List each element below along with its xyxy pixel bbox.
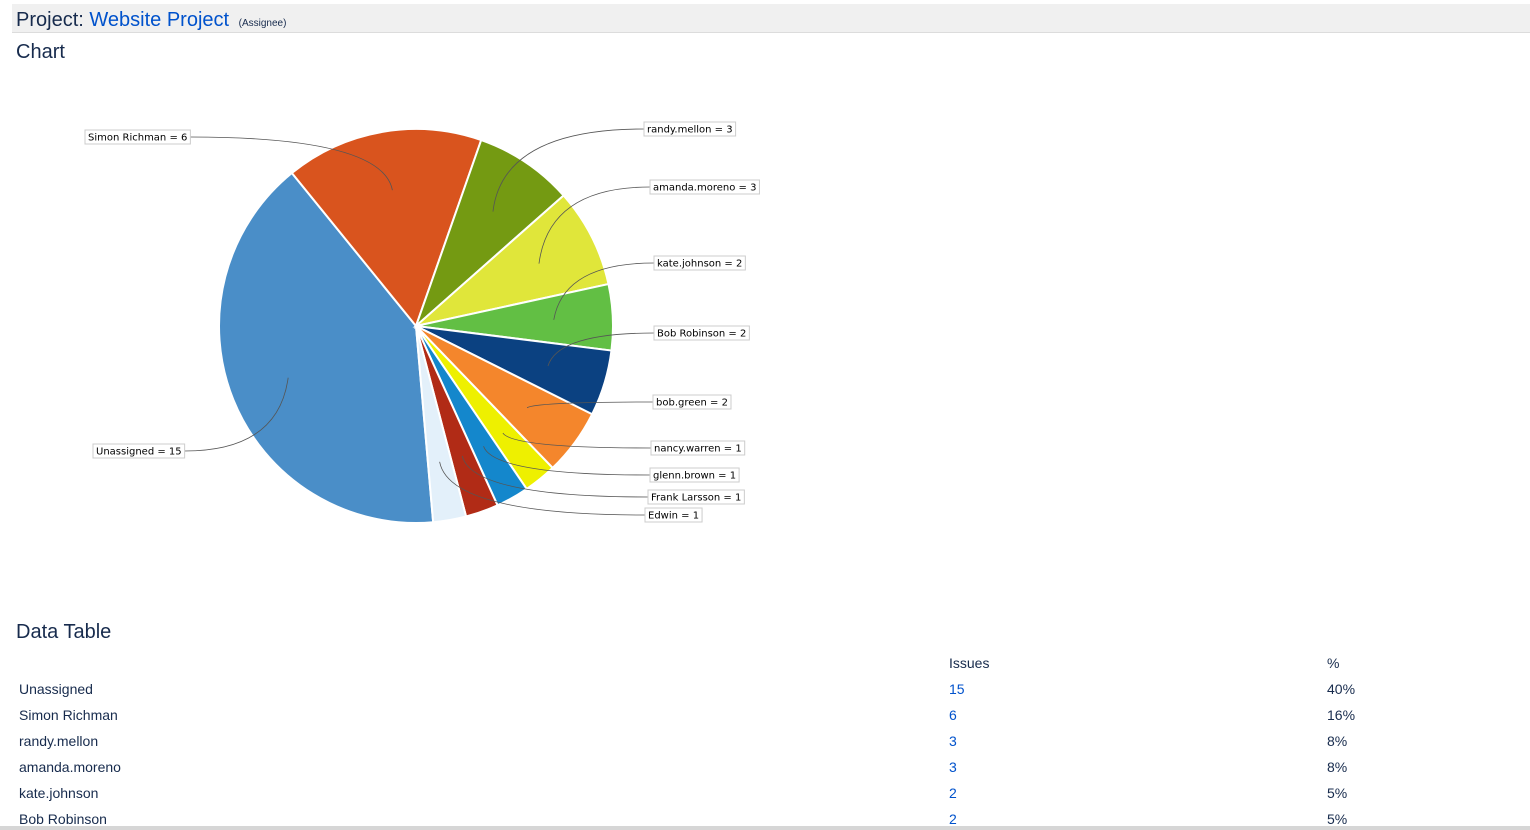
percent-column-header: % xyxy=(1327,655,1340,671)
issues-column-header: Issues xyxy=(949,655,990,671)
pie-callout-box xyxy=(652,394,732,410)
pie-callout: Bob Robinson = 2 xyxy=(547,325,750,367)
row-name: Simon Richman xyxy=(19,707,118,723)
table-row: randy.mellon 3 8% xyxy=(16,728,1530,754)
pie-callout-box xyxy=(647,489,745,505)
pie-callout: amanda.moreno = 3 xyxy=(538,179,760,264)
pie-callout: Edwin = 1 xyxy=(439,461,703,523)
issue-count-link[interactable]: 3 xyxy=(949,759,957,775)
table-row: Bob Robinson 2 5% xyxy=(16,806,1530,830)
pie-callout-line xyxy=(553,262,655,320)
pie-callout-label: amanda.moreno = 3 xyxy=(653,183,756,194)
pie-callout-label: Edwin = 1 xyxy=(648,511,699,522)
pie-callout-label: Bob Robinson = 2 xyxy=(657,329,746,340)
pie-callout-line xyxy=(526,401,654,409)
data-table-heading: Data Table xyxy=(16,621,112,643)
row-name: Bob Robinson xyxy=(19,811,107,827)
pie-callout-box xyxy=(649,179,760,195)
pie-callout-line xyxy=(492,128,645,212)
pie-callout-line xyxy=(190,136,393,191)
name-column-header xyxy=(16,650,946,676)
pie-chart: Unassigned = 15 Simon Richman = 6 randy.me… xyxy=(84,121,760,524)
pie-callout-box xyxy=(92,443,186,459)
pie-callout-label: Unassigned = 15 xyxy=(96,447,182,458)
pie-callout: Simon Richman = 6 xyxy=(84,129,393,191)
page-title: Project: Website Project (Assignee) xyxy=(16,8,286,36)
pie-callout-label: bob.green = 2 xyxy=(656,398,728,409)
pie-slice-simon-richman[interactable] xyxy=(290,128,483,329)
pie-callout: bob.green = 2 xyxy=(526,394,732,410)
issue-count-link[interactable]: 2 xyxy=(949,811,957,827)
issue-count-link[interactable]: 2 xyxy=(949,785,957,801)
pie-callout-label: kate.johnson = 2 xyxy=(657,259,742,270)
row-name: amanda.moreno xyxy=(19,759,121,775)
pie-callout: Unassigned = 15 xyxy=(92,377,289,459)
pie-callout-line xyxy=(483,446,651,476)
issue-count-link[interactable]: 3 xyxy=(949,733,957,749)
pie-slice-unassigned[interactable] xyxy=(218,171,435,524)
pie-callout-box xyxy=(650,440,746,456)
table-header-row: Issues % xyxy=(16,650,1530,676)
row-name: randy.mellon xyxy=(19,733,99,749)
chart-heading: Chart xyxy=(16,41,65,63)
pie-callout-box xyxy=(653,255,746,271)
table-row: amanda.moreno 3 8% xyxy=(16,754,1530,780)
pie-slice-edwin[interactable] xyxy=(415,325,468,524)
pie-callout-line xyxy=(461,455,649,498)
table-row: Unassigned 15 40% xyxy=(16,676,1530,702)
pie-callout-box xyxy=(643,121,737,137)
project-link[interactable]: Website Project xyxy=(89,9,230,31)
pie-callout-line xyxy=(184,377,289,452)
pie-callout-label: glenn.brown = 1 xyxy=(653,471,736,482)
pie-callout-label: randy.mellon = 3 xyxy=(647,125,733,136)
project-prefix-label: Project: xyxy=(16,9,84,31)
row-percent: 8% xyxy=(1327,733,1348,749)
pie-callout: randy.mellon = 3 xyxy=(492,121,737,212)
pie-callout-box xyxy=(84,129,191,145)
pie-callout-line xyxy=(547,332,655,367)
row-percent: 5% xyxy=(1327,785,1348,801)
pie-callout-label: nancy.warren = 1 xyxy=(654,444,742,455)
pie-callout-box xyxy=(649,467,740,483)
pie-callout-box xyxy=(644,507,703,523)
statistic-type-label: (Assignee) xyxy=(238,18,287,29)
issue-count-link[interactable]: 6 xyxy=(949,707,957,723)
pie-callout: glenn.brown = 1 xyxy=(483,446,740,483)
pie-callout-label: Simon Richman = 6 xyxy=(88,133,187,144)
row-percent: 40% xyxy=(1327,681,1356,697)
pie-callout: kate.johnson = 2 xyxy=(553,255,746,320)
table-row: kate.johnson 2 5% xyxy=(16,780,1530,806)
row-percent: 8% xyxy=(1327,759,1348,775)
project-header: Project: Website Project (Assignee) xyxy=(12,4,1530,33)
row-percent: 16% xyxy=(1327,707,1356,723)
pie-slice-amanda-moreno[interactable] xyxy=(412,194,610,328)
pie-slice-randy-mellon[interactable] xyxy=(413,138,565,330)
pie-callout-box xyxy=(653,325,750,341)
pie-callout: Frank Larsson = 1 xyxy=(461,455,745,505)
table-row: Simon Richman 6 16% xyxy=(16,702,1530,728)
row-percent: 5% xyxy=(1327,811,1348,827)
horizontal-scrollbar[interactable] xyxy=(0,826,1530,830)
pie-callout-line xyxy=(538,186,651,264)
row-name: kate.johnson xyxy=(19,785,99,801)
issue-count-link[interactable]: 15 xyxy=(949,681,965,697)
pie-callout-line xyxy=(439,461,646,516)
row-name: Unassigned xyxy=(19,681,93,697)
pie-callout-line xyxy=(502,432,652,449)
pie-callout-label: Frank Larsson = 1 xyxy=(651,493,741,504)
pie-callout: nancy.warren = 1 xyxy=(502,432,746,456)
data-table: Issues % Unassigned 15 40% Simon Richman… xyxy=(16,650,1530,830)
